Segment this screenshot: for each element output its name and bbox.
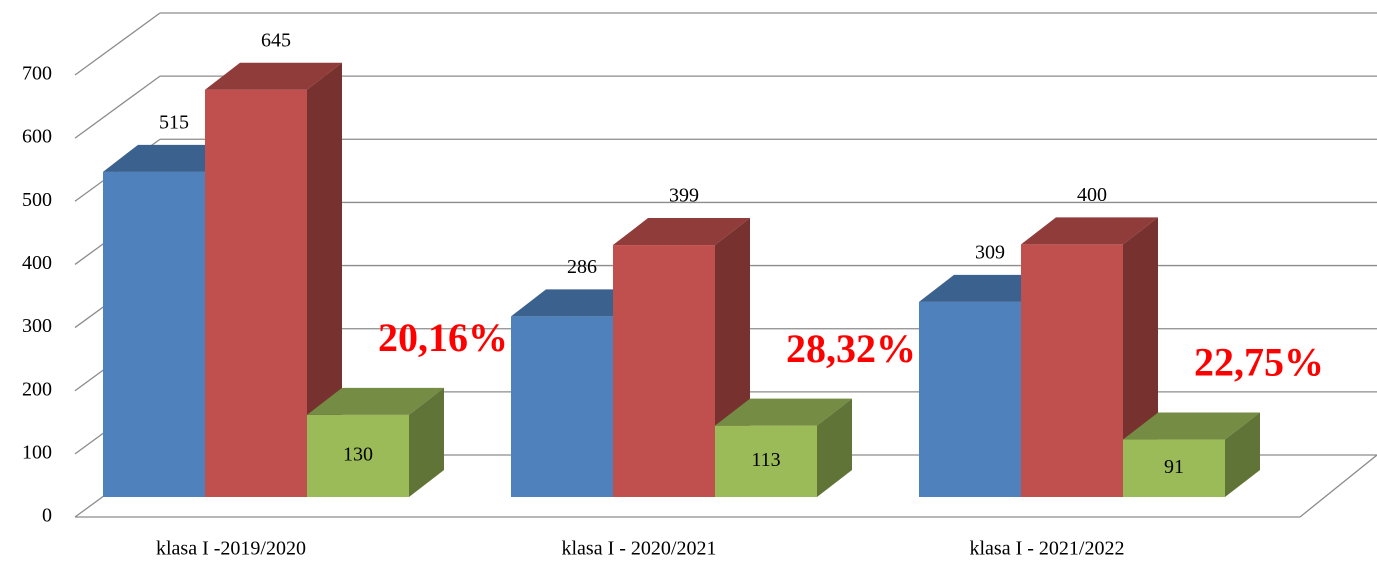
y-tick-label: 300 <box>22 315 52 337</box>
bar-top <box>205 62 342 90</box>
y-tick-label: 100 <box>22 441 52 463</box>
annotation: 28,32% <box>786 326 916 371</box>
bar-front <box>307 414 409 497</box>
value-label: 309 <box>975 241 1005 263</box>
y-tick-label: 600 <box>22 126 52 148</box>
grid-line-side <box>74 75 161 139</box>
y-tick-label: 200 <box>22 378 52 400</box>
bar-front <box>1123 439 1225 497</box>
y-tick-label: 500 <box>22 189 52 211</box>
grid-line-side <box>74 12 161 76</box>
bar-top <box>715 398 852 426</box>
bar-top <box>613 218 750 246</box>
bar-front <box>715 425 817 497</box>
y-tick-label: 400 <box>22 252 52 274</box>
floor-right-edge <box>1299 454 1377 518</box>
x-tick-label: klasa I - 2020/2021 <box>562 538 717 560</box>
x-tick-label: klasa I -2019/2020 <box>156 538 306 560</box>
bar-top <box>1021 217 1158 245</box>
value-label: 130 <box>343 444 373 466</box>
bar-front <box>1021 244 1123 497</box>
bar-front <box>613 245 715 497</box>
value-label: 645 <box>261 29 291 51</box>
x-tick-label: klasa I - 2021/2022 <box>970 538 1125 560</box>
value-label: 113 <box>751 449 780 471</box>
y-tick-label: 700 <box>22 63 52 85</box>
bar-side <box>817 398 852 497</box>
bar-top <box>307 387 444 415</box>
value-label: 91 <box>1164 456 1184 478</box>
bar-front <box>919 301 1021 497</box>
bar-side <box>409 387 444 497</box>
bar-side <box>1225 412 1260 497</box>
bar-side <box>307 62 342 497</box>
bar-top <box>1123 412 1260 440</box>
annotation: 22,75% <box>1194 340 1324 385</box>
y-tick-label: 0 <box>42 505 52 527</box>
value-label: 515 <box>159 111 189 133</box>
value-label: 400 <box>1077 184 1107 206</box>
annotation: 20,16% <box>378 315 508 360</box>
bar-front <box>103 171 205 498</box>
value-label: 286 <box>567 256 597 278</box>
bar-front <box>205 89 307 497</box>
value-label: 399 <box>669 185 699 207</box>
bar-front <box>511 316 613 497</box>
